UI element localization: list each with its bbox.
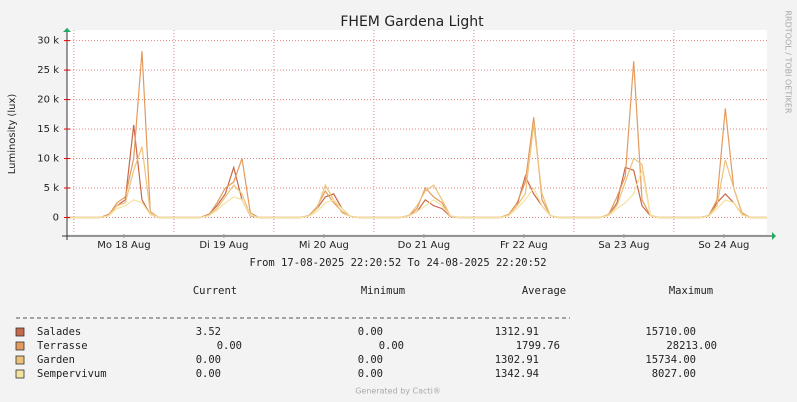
legend-swatch xyxy=(15,341,25,351)
x-tick-label: Do 21 Aug xyxy=(398,240,450,251)
footer: Generated by Cacti® xyxy=(355,387,441,396)
plot-area xyxy=(67,30,767,234)
column-header: Minimum xyxy=(361,285,405,297)
stat-value: 1312.91 xyxy=(495,326,539,338)
stat-value: 1342.94 xyxy=(495,368,539,380)
stat-value: 0.00 xyxy=(358,326,383,338)
chart-title: FHEM Gardena Light xyxy=(340,14,484,30)
series-line xyxy=(67,167,767,219)
stat-value: 0.00 xyxy=(358,354,383,366)
side-text: RRDTOOL / TOBI OETIKER xyxy=(784,10,793,113)
legend-swatch xyxy=(15,327,25,337)
y-tick-label: 0 xyxy=(53,212,59,223)
stat-value: 15710.00 xyxy=(645,326,696,338)
x-tick-label: Sa 23 Aug xyxy=(598,240,649,251)
stat-value: 3.52 xyxy=(196,326,221,338)
legend-label: Garden xyxy=(37,354,75,366)
stat-value: 1302.91 xyxy=(495,354,539,366)
legend: Current Minimum Average Maximum Salades 3.52 0… xyxy=(15,285,717,380)
grid xyxy=(67,30,767,234)
y-tick-label: 10 k xyxy=(37,154,59,165)
legend-label: Salades xyxy=(37,326,81,338)
y-arrow xyxy=(63,28,71,32)
x-tick-label: Fr 22 Aug xyxy=(500,240,548,251)
stat-value: 8027.00 xyxy=(652,368,696,380)
y-tick-label: 15 k xyxy=(37,124,59,135)
x-tick-label: Mo 18 Aug xyxy=(97,240,150,251)
column-header: Average xyxy=(522,285,566,297)
legend-swatch xyxy=(15,355,25,365)
column-header: Maximum xyxy=(669,285,713,297)
subtitle: From 17-08-2025 22:20:52 To 24-08-2025 2… xyxy=(249,257,546,269)
x-tick-label: So 24 Aug xyxy=(698,240,749,251)
stat-value: 0.00 xyxy=(358,368,383,380)
x-arrow xyxy=(772,232,776,240)
y-tick-label: 30 k xyxy=(37,36,59,47)
stat-value: 1799.76 xyxy=(516,340,560,352)
stat-value: 0.00 xyxy=(217,340,242,352)
legend-label: Terrasse xyxy=(37,340,88,352)
x-tick-label: Mi 20 Aug xyxy=(299,240,349,251)
column-header: Current xyxy=(193,285,237,297)
legend-swatch xyxy=(15,369,25,379)
y-tick-label: 20 k xyxy=(37,95,59,106)
y-axis-label: Luminosity (lux) xyxy=(7,94,18,175)
stat-value: 0.00 xyxy=(379,340,404,352)
y-tick-label: 5 k xyxy=(44,183,60,194)
y-tick-label: 25 k xyxy=(37,65,59,76)
stat-value: 0.00 xyxy=(196,368,221,380)
stat-value: 15734.00 xyxy=(645,354,696,366)
stat-value: 28213.00 xyxy=(666,340,717,352)
axes: 0 5 k 10 k 15 k 20 k 25 k 30 k Mo 18 Aug Di 19 A… xyxy=(37,28,776,251)
lines xyxy=(67,51,767,219)
x-tick-label: Di 19 Aug xyxy=(199,240,248,251)
legend-label: Sempervivum xyxy=(37,368,107,380)
stat-value: 0.00 xyxy=(196,354,221,366)
